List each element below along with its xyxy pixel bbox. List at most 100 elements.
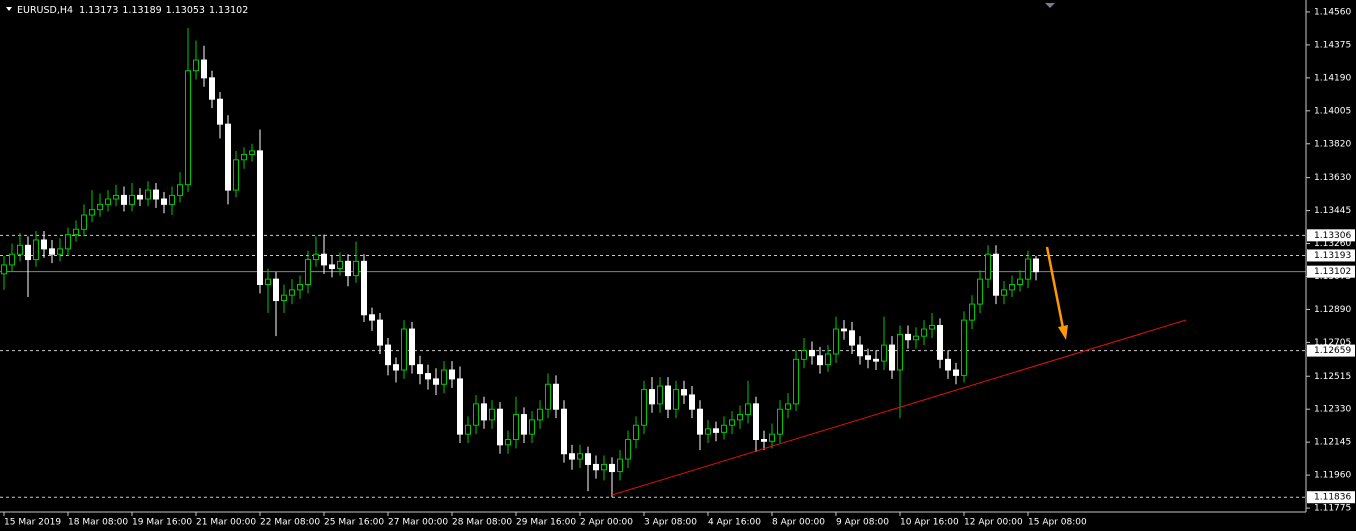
candle-body — [721, 424, 727, 433]
candle-body — [177, 184, 183, 196]
candle-body — [361, 260, 367, 316]
candle-body — [929, 324, 935, 330]
candle-body — [961, 319, 967, 376]
candle-body — [273, 278, 279, 302]
candle-body — [129, 194, 135, 205]
candle-body — [1009, 284, 1015, 291]
candle-body — [329, 264, 335, 269]
candle-body — [17, 244, 23, 255]
candle-body — [841, 328, 847, 332]
candle-body — [977, 278, 983, 305]
y-tick-label: 1.12145 — [1314, 438, 1351, 448]
candle-body — [681, 389, 687, 396]
candle-body — [33, 239, 39, 261]
candle-body — [81, 214, 87, 230]
level-label: 1.13193 — [1314, 251, 1351, 261]
y-tick-label: 1.11960 — [1314, 471, 1351, 481]
candle-body — [489, 408, 495, 421]
candle-body — [97, 203, 103, 211]
candle-body — [9, 253, 15, 266]
candle-body — [145, 189, 151, 200]
header-value: 1.13173 — [79, 5, 118, 16]
y-tick-label: 1.14560 — [1314, 7, 1351, 17]
candle-body — [625, 438, 631, 460]
x-tick-label: 15 Mar 2019 — [4, 518, 61, 528]
candle-body — [889, 344, 895, 371]
candle-body — [513, 414, 519, 440]
x-tick-label: 4 Apr 16:00 — [708, 518, 761, 528]
candle-body — [673, 389, 679, 410]
level-label-box — [1307, 265, 1355, 278]
y-tick-label: 1.14375 — [1314, 40, 1351, 50]
arrow — [1045, 246, 1068, 340]
candle-body — [849, 330, 855, 346]
candle-body — [217, 98, 223, 125]
candle-body — [793, 358, 799, 405]
candle-body — [969, 303, 975, 321]
y-tick-label: 1.13630 — [1314, 173, 1351, 183]
candle-body — [897, 333, 903, 371]
candle-body — [881, 344, 887, 362]
candle-body — [585, 453, 591, 465]
candle-body — [633, 424, 639, 440]
candle-body — [665, 385, 671, 410]
candle-body — [569, 453, 575, 460]
candle-body — [161, 198, 167, 205]
candle-body — [825, 353, 831, 366]
header-value: EURUSD,H4 — [17, 5, 73, 16]
candle-body — [297, 284, 303, 291]
candle-body — [153, 189, 159, 200]
candle-body — [225, 123, 231, 191]
candle-body — [409, 328, 415, 366]
candle-body — [353, 260, 359, 277]
y-tick-label: 1.14190 — [1314, 73, 1351, 83]
candle-body — [73, 228, 79, 236]
header-value: 1.13189 — [122, 5, 161, 16]
y-tick-label: 1.12890 — [1314, 305, 1351, 315]
candle-body — [529, 419, 535, 435]
y-tick-label: 1.14005 — [1314, 106, 1351, 116]
candle-body — [465, 424, 471, 435]
candle-body — [985, 253, 991, 280]
candle-body — [729, 419, 735, 426]
candle-body — [49, 248, 55, 255]
candle-body — [113, 194, 119, 200]
candle-body — [385, 344, 391, 366]
candle-body — [185, 70, 191, 186]
candle-body — [105, 198, 111, 205]
candles — [1, 27, 1039, 498]
candle-body — [1025, 258, 1031, 280]
candle-body — [953, 369, 959, 376]
candle-body — [577, 453, 583, 460]
candle-body — [921, 328, 927, 337]
candle-body — [505, 438, 511, 446]
candle-body — [649, 389, 655, 405]
candle-body — [281, 294, 287, 302]
candle-body — [705, 428, 711, 435]
candle-body — [617, 458, 623, 473]
candle-body — [441, 369, 447, 385]
candle-body — [313, 253, 319, 261]
candle-body — [57, 248, 63, 255]
level-label-box — [1307, 249, 1355, 262]
header-value: 1.13053 — [166, 5, 205, 16]
x-tick-label: 9 Apr 08:00 — [836, 518, 889, 528]
candle-body — [449, 369, 455, 380]
level-label-box — [1307, 491, 1355, 504]
candle-body — [873, 358, 879, 362]
candle-body — [209, 77, 215, 100]
candle-body — [305, 259, 311, 286]
candle-body — [457, 378, 463, 435]
levels — [0, 234, 1306, 498]
candle-body — [993, 253, 999, 296]
candle-body — [345, 260, 351, 277]
level-label-box — [1307, 229, 1355, 242]
level-label-box — [1307, 344, 1355, 357]
candle-body — [753, 403, 759, 440]
y-tick-label: 1.13445 — [1314, 206, 1351, 216]
candle-body — [1001, 289, 1007, 296]
candle-body — [545, 383, 551, 410]
candle-body — [1017, 278, 1023, 286]
candle-body — [337, 260, 343, 269]
